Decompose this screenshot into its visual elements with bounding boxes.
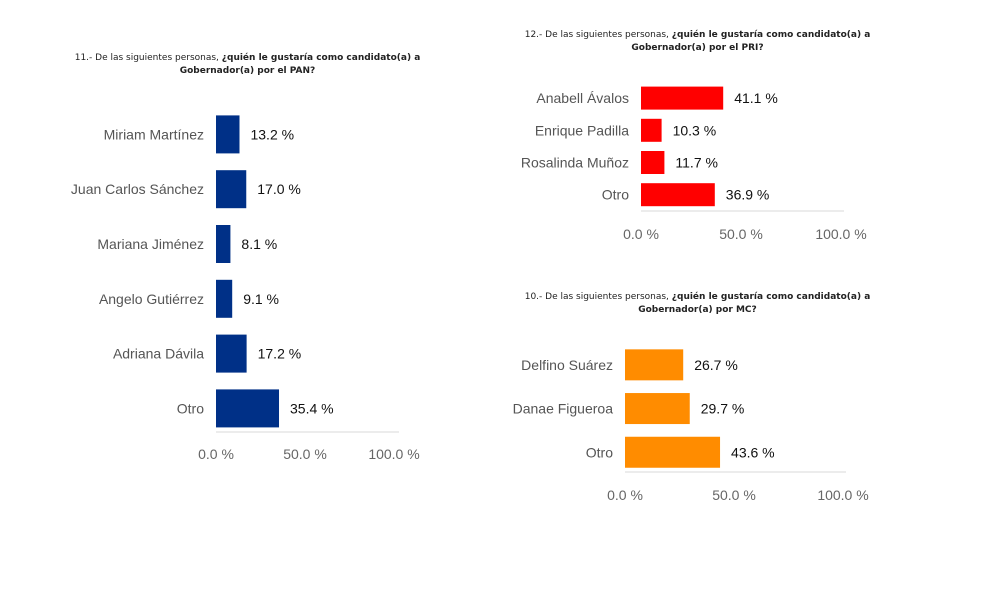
chart-mc: Delfino Suárez 26.7 % Danae Figueroa 29.7 %… (513, 349, 869, 503)
value-label-pri: 10.3 % (673, 122, 717, 138)
bar-pan (216, 279, 233, 318)
chart-pri: Anabell Ávalos 41.1 % Enrique Padilla 10.3 … (521, 86, 867, 242)
category-label-mc: Delfino Suárez (521, 357, 613, 373)
value-label-pan: 13.2 % (250, 126, 294, 142)
bar-mc (625, 393, 690, 425)
tick-label-pri: 50.0 % (719, 226, 763, 242)
category-label-pan: Juan Carlos Sánchez (71, 181, 204, 197)
bar-pri (641, 86, 724, 110)
bar-pan (216, 115, 240, 154)
category-label-pan: Otro (177, 400, 204, 416)
chart-title-pri: 12.- De las siguientes personas, ¿quién … (495, 29, 900, 55)
tick-label-pri: 0.0 % (623, 226, 659, 242)
bar-mc (625, 436, 721, 468)
bar-mc (625, 349, 684, 381)
chart-pan: Miriam Martínez 13.2 % Juan Carlos Sánchez… (71, 115, 420, 462)
value-label-pan: 17.0 % (257, 181, 301, 197)
tick-label-pan: 50.0 % (283, 446, 327, 462)
category-label-pri: Rosalinda Muñoz (521, 155, 629, 171)
bar-pan (216, 389, 280, 428)
tick-label-mc: 100.0 % (817, 487, 868, 503)
value-label-pan: 17.2 % (258, 346, 302, 362)
bar-pan (216, 225, 231, 263)
tick-label-pan: 0.0 % (198, 446, 234, 462)
category-label-pan: Adriana Dávila (113, 346, 204, 362)
bar-pan (216, 170, 247, 209)
chart-title-pan-bold: ¿quién le gustaría como candidato(a) a G… (179, 53, 421, 76)
bar-pri (641, 183, 715, 207)
chart-title-pri-plain: 12.- De las siguientes personas, (524, 30, 672, 40)
tick-label-mc: 50.0 % (712, 487, 756, 503)
value-label-pan: 9.1 % (243, 291, 279, 307)
chart-panel-pan: 11.- De las siguientes personas, ¿quién … (25, 40, 470, 465)
value-label-pan: 8.1 % (241, 236, 277, 252)
category-label-pri: Anabell Ávalos (536, 90, 629, 106)
chart-title-pan: 11.- De las siguientes personas, ¿quién … (45, 52, 450, 78)
tick-label-pan: 100.0 % (368, 446, 419, 462)
value-label-pri: 41.1 % (734, 90, 778, 106)
tick-label-mc: 0.0 % (607, 487, 643, 503)
bar-pri (641, 151, 665, 174)
value-label-mc: 29.7 % (701, 401, 745, 417)
chart-title-mc: 10.- De las siguientes personas, ¿quién … (495, 291, 900, 317)
value-label-pri: 11.7 % (675, 155, 718, 171)
category-label-mc: Otro (586, 444, 613, 460)
category-label-pri: Enrique Padilla (535, 122, 629, 138)
value-label-mc: 43.6 % (731, 444, 775, 460)
category-label-pan: Mariana Jiménez (97, 236, 204, 252)
bar-pan (216, 334, 247, 373)
tick-label-pri: 100.0 % (815, 226, 866, 242)
category-label-pan: Angelo Gutiérrez (99, 291, 204, 307)
value-label-pri: 36.9 % (726, 187, 770, 203)
category-label-pri: Otro (602, 187, 629, 203)
chart-panel-mc: 10.- De las siguientes personas, ¿quién … (475, 280, 920, 510)
chart-title-mc-bold: ¿quién le gustaría como candidato(a) a G… (638, 292, 871, 315)
chart-panel-pri: 12.- De las siguientes personas, ¿quién … (475, 15, 920, 245)
chart-title-pan-plain: 11.- De las siguientes personas, (74, 53, 222, 63)
value-label-pan: 35.4 % (290, 400, 334, 416)
chart-title-pri-bold: ¿quién le gustaría como candidato(a) a G… (631, 30, 871, 53)
category-label-pan: Miriam Martínez (104, 126, 204, 142)
bar-pri (641, 118, 662, 142)
chart-title-mc-plain: 10.- De las siguientes personas, (524, 292, 672, 302)
category-label-mc: Danae Figueroa (513, 401, 614, 417)
value-label-mc: 26.7 % (694, 357, 738, 373)
